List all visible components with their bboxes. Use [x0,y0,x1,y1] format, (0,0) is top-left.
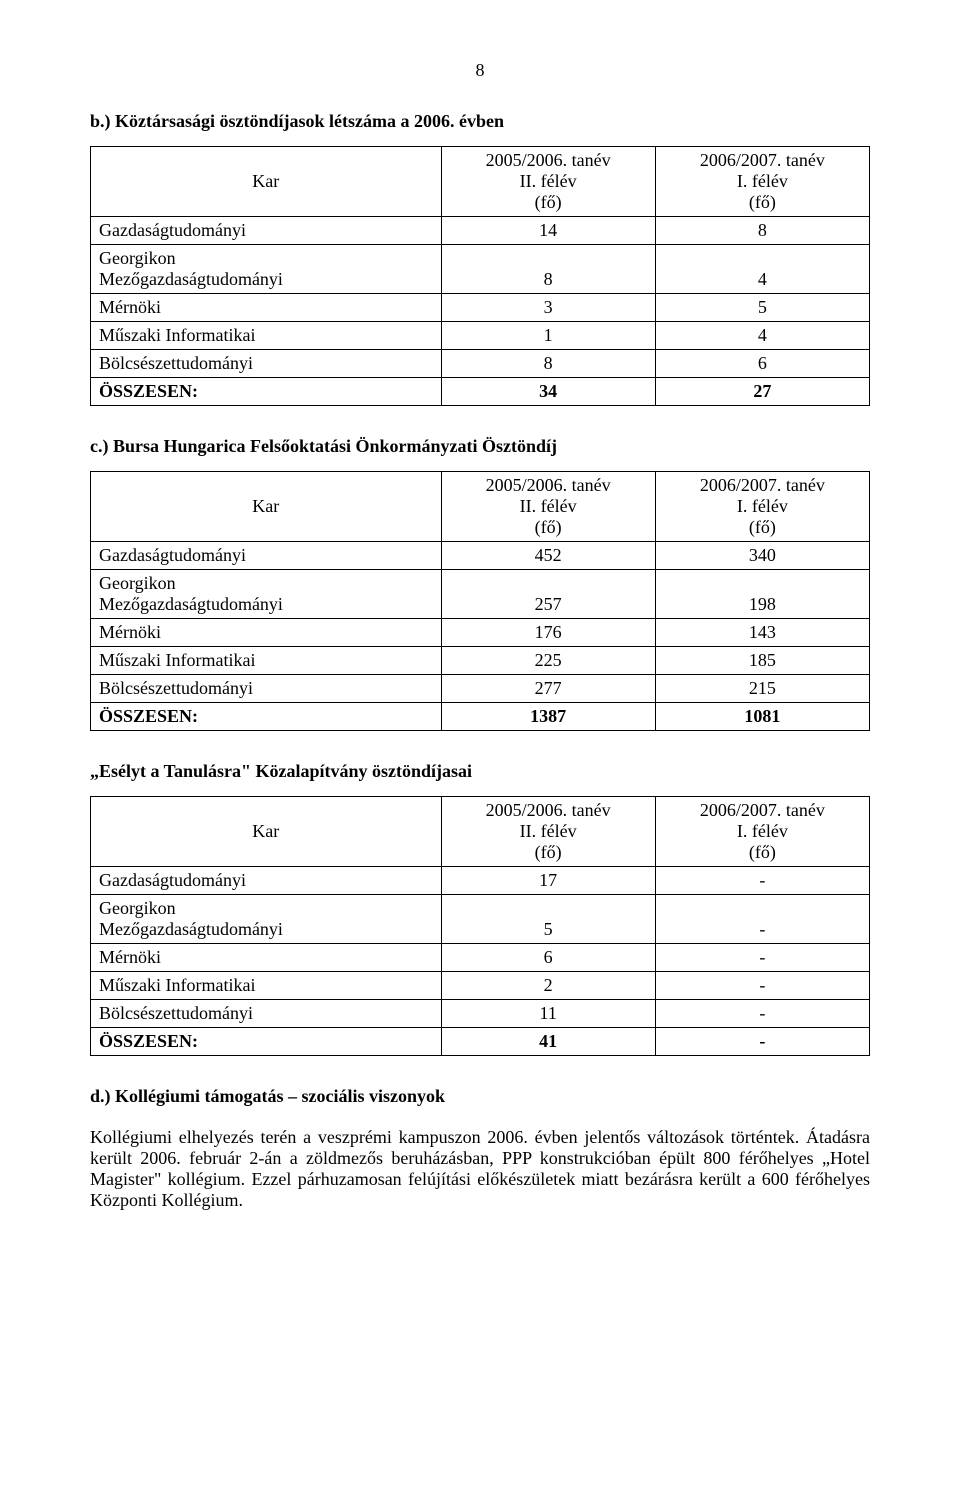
table-header-row: Kar2005/2006. tanévII. félév(fő)2006/200… [91,147,870,217]
table-cell-label: ÖSSZESEN: [91,378,442,406]
table-cell-value1: 8 [441,245,655,294]
table-cell-value2: 4 [655,245,869,294]
table-b: Kar2005/2006. tanévII. félév(fő)2006/200… [90,146,870,406]
table-cell-value1: 8 [441,350,655,378]
table-row: Gazdaságtudományi452340 [91,542,870,570]
table-row: Műszaki Informatikai14 [91,322,870,350]
table-cell-value2: - [655,895,869,944]
table-header-col1: 2005/2006. tanévII. félév(fő) [441,797,655,867]
page-number: 8 [90,60,870,81]
table-cell-label: GeorgikonMezőgazdaságtudományi [91,570,442,619]
table-cell-label: Gazdaságtudományi [91,542,442,570]
table-row: Bölcsészettudományi86 [91,350,870,378]
table-cell-label: Mérnöki [91,619,442,647]
table-row: ÖSSZESEN:13871081 [91,703,870,731]
table-cell-value1: 3 [441,294,655,322]
table-cell-label: GeorgikonMezőgazdaságtudományi [91,245,442,294]
table-row: GeorgikonMezőgazdaságtudományi257198 [91,570,870,619]
table-header-kar: Kar [91,472,442,542]
table-cell-value1: 225 [441,647,655,675]
table-row: Műszaki Informatikai225185 [91,647,870,675]
table-cell-value1: 34 [441,378,655,406]
table-cell-value2: - [655,1028,869,1056]
table-row: GeorgikonMezőgazdaságtudományi5- [91,895,870,944]
table-cell-value2: 215 [655,675,869,703]
table-cell-value1: 2 [441,972,655,1000]
table-header-col2: 2006/2007. tanévI. félév(fő) [655,797,869,867]
table-header-kar: Kar [91,797,442,867]
table-cell-label: Mérnöki [91,294,442,322]
table-header-col1: 2005/2006. tanévII. félév(fő) [441,147,655,217]
table-e: Kar2005/2006. tanévII. félév(fő)2006/200… [90,796,870,1056]
table-cell-value2: - [655,867,869,895]
table-cell-value1: 176 [441,619,655,647]
table-cell-value2: 1081 [655,703,869,731]
table-cell-label: Bölcsészettudományi [91,675,442,703]
table-header-row: Kar2005/2006. tanévII. félév(fő)2006/200… [91,797,870,867]
table-row: Műszaki Informatikai2- [91,972,870,1000]
table-cell-label: Műszaki Informatikai [91,647,442,675]
table-cell-value2: - [655,1000,869,1028]
table-header-kar: Kar [91,147,442,217]
table-cell-value1: 41 [441,1028,655,1056]
table-cell-label: Mérnöki [91,944,442,972]
table-cell-value2: 6 [655,350,869,378]
table-cell-label: ÖSSZESEN: [91,703,442,731]
table-header-col1: 2005/2006. tanévII. félév(fő) [441,472,655,542]
table-row: Mérnöki176143 [91,619,870,647]
table-row: Bölcsészettudományi11- [91,1000,870,1028]
table-row: Mérnöki35 [91,294,870,322]
table-row: GeorgikonMezőgazdaságtudományi84 [91,245,870,294]
section-e-title: „Esélyt a Tanulásra" Közalapítvány ösztö… [90,761,870,782]
table-cell-value1: 11 [441,1000,655,1028]
table-cell-value2: 198 [655,570,869,619]
table-cell-value2: 27 [655,378,869,406]
section-d-body: Kollégiumi elhelyezés terén a veszprémi … [90,1127,870,1211]
table-cell-value1: 5 [441,895,655,944]
table-row: ÖSSZESEN:3427 [91,378,870,406]
table-cell-label: Bölcsészettudományi [91,1000,442,1028]
table-row: ÖSSZESEN:41- [91,1028,870,1056]
section-c-title: c.) Bursa Hungarica Felsőoktatási Önkorm… [90,436,870,457]
section-d-title: d.) Kollégiumi támogatás – szociális vis… [90,1086,870,1107]
section-b-title: b.) Köztársasági ösztöndíjasok létszáma … [90,111,870,132]
table-cell-value2: 4 [655,322,869,350]
table-cell-label: Gazdaságtudományi [91,217,442,245]
table-cell-label: Műszaki Informatikai [91,322,442,350]
table-cell-value1: 1387 [441,703,655,731]
table-cell-value2: 185 [655,647,869,675]
table-cell-value2: 143 [655,619,869,647]
table-c: Kar2005/2006. tanévII. félév(fő)2006/200… [90,471,870,731]
table-row: Gazdaságtudományi148 [91,217,870,245]
table-row: Mérnöki6- [91,944,870,972]
table-cell-value1: 17 [441,867,655,895]
table-row: Bölcsészettudományi277215 [91,675,870,703]
table-header-col2: 2006/2007. tanévI. félév(fő) [655,472,869,542]
table-cell-label: Műszaki Informatikai [91,972,442,1000]
table-cell-value1: 14 [441,217,655,245]
table-cell-value2: 8 [655,217,869,245]
table-cell-value2: - [655,972,869,1000]
table-cell-value2: - [655,944,869,972]
table-cell-value2: 340 [655,542,869,570]
table-header-col2: 2006/2007. tanévI. félév(fő) [655,147,869,217]
table-cell-value1: 452 [441,542,655,570]
table-cell-value1: 6 [441,944,655,972]
table-cell-value1: 277 [441,675,655,703]
table-cell-value2: 5 [655,294,869,322]
table-cell-label: ÖSSZESEN: [91,1028,442,1056]
table-row: Gazdaságtudományi17- [91,867,870,895]
table-cell-label: GeorgikonMezőgazdaságtudományi [91,895,442,944]
table-cell-label: Gazdaságtudományi [91,867,442,895]
table-cell-value1: 1 [441,322,655,350]
table-cell-label: Bölcsészettudományi [91,350,442,378]
table-cell-value1: 257 [441,570,655,619]
table-header-row: Kar2005/2006. tanévII. félév(fő)2006/200… [91,472,870,542]
